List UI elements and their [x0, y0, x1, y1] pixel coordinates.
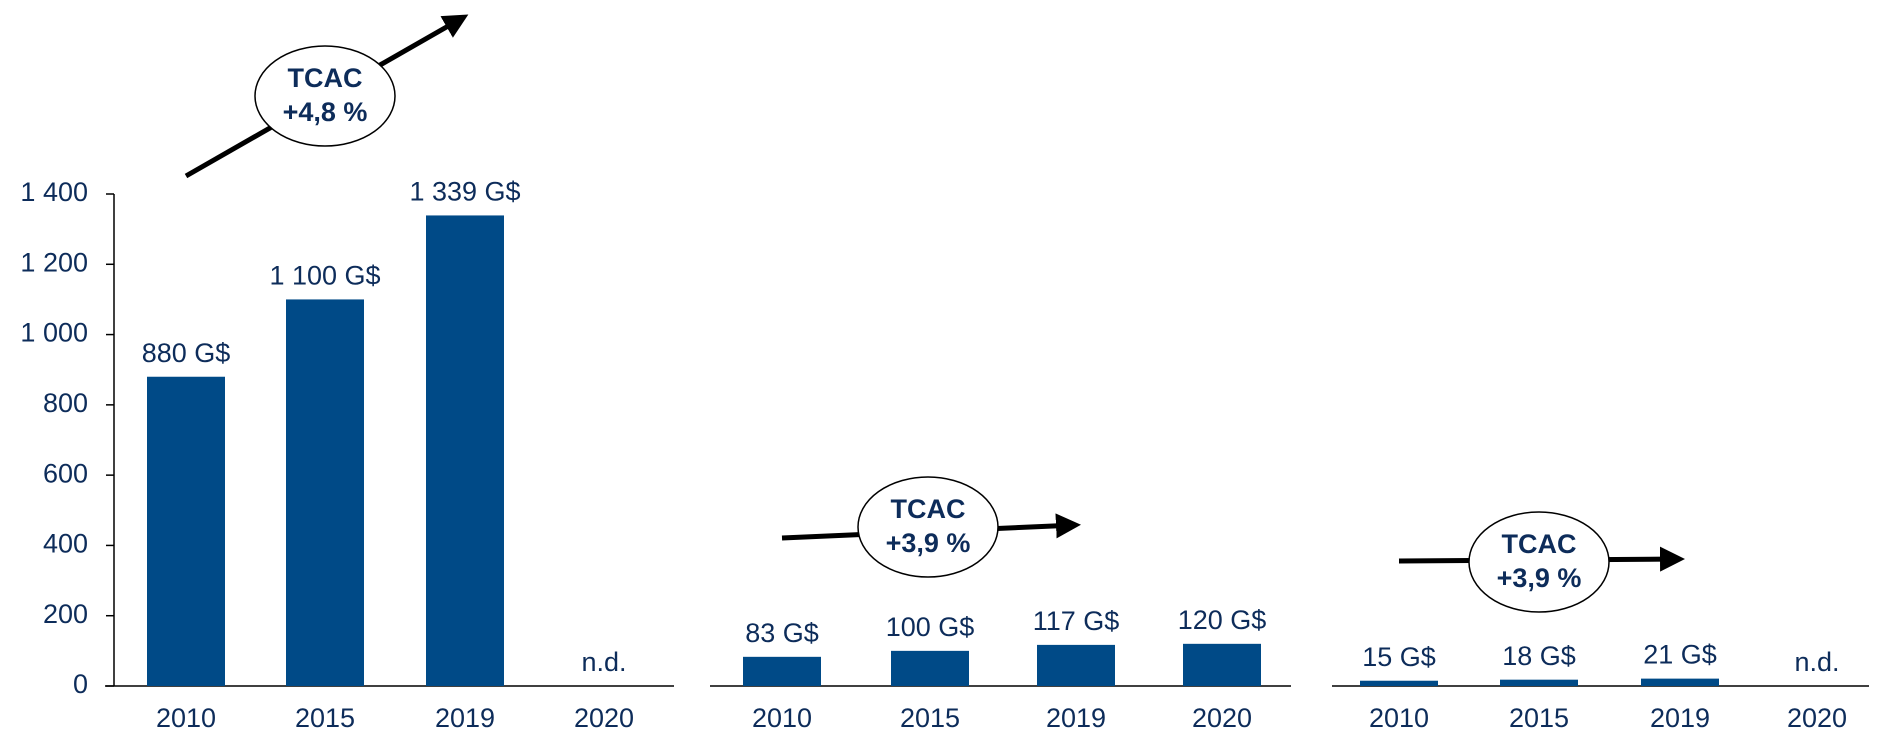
y-tick-label: 0	[73, 669, 88, 699]
bar	[743, 656, 821, 686]
x-tick-label: 2020	[574, 703, 634, 732]
annotation-bubble	[254, 45, 396, 147]
value-label: 100 G$	[886, 612, 975, 642]
annotation: +3,9 %	[1497, 563, 1582, 593]
bar	[1037, 644, 1115, 686]
bar	[286, 299, 364, 686]
value-label: n.d.	[581, 647, 626, 677]
x-tick-label: 2019	[435, 703, 495, 732]
x-tick-label: 2015	[295, 703, 355, 732]
value-label: 1 339 G$	[409, 177, 520, 207]
bar	[891, 650, 969, 686]
y-tick-label: 800	[43, 388, 88, 418]
bar	[1500, 679, 1578, 686]
x-tick-label: 2010	[1369, 703, 1429, 732]
y-tick-label: 400	[43, 529, 88, 559]
x-tick-label: 2010	[752, 703, 812, 732]
value-label: 15 G$	[1362, 642, 1436, 672]
annotation: TCAC	[891, 494, 966, 524]
bar	[426, 215, 504, 687]
annotation-bubble	[1468, 511, 1610, 613]
x-tick-label: 2015	[900, 703, 960, 732]
annotation-bubble	[857, 476, 999, 578]
value-label: n.d.	[1794, 647, 1839, 677]
bar	[1360, 680, 1438, 686]
value-label: 1 100 G$	[269, 261, 380, 291]
annotation: TCAC	[288, 63, 363, 93]
x-tick-label: 2020	[1192, 703, 1252, 732]
y-tick-label: 200	[43, 599, 88, 629]
annotation: +3,9 %	[886, 528, 971, 558]
y-tick-label: 1 400	[20, 177, 88, 207]
x-tick-label: 2010	[156, 703, 216, 732]
x-tick-label: 2015	[1509, 703, 1569, 732]
value-label: 83 G$	[745, 618, 819, 648]
value-label: 21 G$	[1643, 640, 1717, 670]
value-label: 18 G$	[1502, 641, 1576, 671]
bar	[1641, 678, 1719, 686]
annotation: TCAC	[1502, 529, 1577, 559]
value-label: 120 G$	[1178, 605, 1267, 635]
y-tick-label: 600	[43, 458, 88, 488]
value-label: 117 G$	[1033, 606, 1120, 636]
bar	[1183, 643, 1261, 686]
annotation: +4,8 %	[283, 97, 368, 127]
x-tick-label: 2019	[1650, 703, 1710, 732]
x-tick-label: 2019	[1046, 703, 1106, 732]
value-label: 880 G$	[142, 338, 231, 368]
x-tick-label: 2020	[1787, 703, 1847, 732]
y-tick-label: 1 200	[20, 247, 88, 277]
y-tick-label: 1 000	[20, 318, 88, 348]
bar	[147, 376, 225, 686]
